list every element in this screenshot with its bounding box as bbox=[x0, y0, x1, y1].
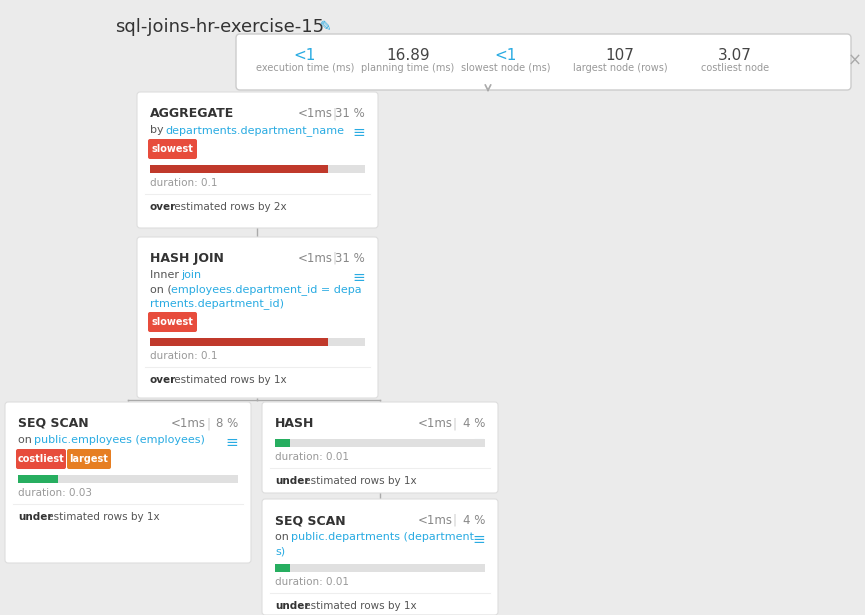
FancyBboxPatch shape bbox=[262, 402, 498, 493]
Text: <1: <1 bbox=[495, 48, 517, 63]
Bar bbox=[275, 439, 290, 447]
Text: s): s) bbox=[275, 546, 285, 556]
Bar bbox=[150, 165, 365, 173]
Text: duration: 0.1: duration: 0.1 bbox=[150, 178, 217, 188]
Text: ≡: ≡ bbox=[352, 270, 365, 285]
Text: employees.department_id = depa: employees.department_id = depa bbox=[170, 284, 362, 295]
Text: estimated rows by 1x: estimated rows by 1x bbox=[170, 375, 286, 385]
Bar bbox=[18, 475, 58, 483]
Bar bbox=[275, 439, 485, 447]
Text: |: | bbox=[333, 107, 337, 120]
Text: estimated rows by 1x: estimated rows by 1x bbox=[301, 476, 417, 486]
Text: costliest node: costliest node bbox=[701, 63, 769, 73]
Text: under: under bbox=[275, 476, 310, 486]
Text: sql-joins-hr-exercise-15: sql-joins-hr-exercise-15 bbox=[115, 18, 324, 36]
Text: by: by bbox=[150, 125, 167, 135]
Text: ×: × bbox=[848, 52, 862, 70]
FancyBboxPatch shape bbox=[148, 139, 197, 159]
Text: ✎: ✎ bbox=[320, 20, 331, 34]
Text: <1ms: <1ms bbox=[171, 417, 206, 430]
FancyBboxPatch shape bbox=[148, 312, 197, 332]
FancyBboxPatch shape bbox=[67, 449, 111, 469]
Text: |: | bbox=[453, 514, 457, 527]
FancyBboxPatch shape bbox=[262, 499, 498, 615]
Text: 31 %: 31 % bbox=[336, 252, 365, 265]
Text: AGGREGATE: AGGREGATE bbox=[150, 107, 234, 120]
Text: estimated rows by 1x: estimated rows by 1x bbox=[301, 601, 417, 611]
Text: <1ms: <1ms bbox=[418, 514, 453, 527]
Text: 8 %: 8 % bbox=[215, 417, 238, 430]
Text: estimated rows by 2x: estimated rows by 2x bbox=[170, 202, 286, 212]
Text: SEQ SCAN: SEQ SCAN bbox=[275, 514, 346, 527]
Text: <1ms: <1ms bbox=[298, 252, 333, 265]
Text: over: over bbox=[150, 375, 176, 385]
Text: public.departments (department: public.departments (department bbox=[291, 532, 474, 542]
Text: under: under bbox=[18, 512, 53, 522]
Text: costliest: costliest bbox=[17, 454, 64, 464]
Text: HASH: HASH bbox=[275, 417, 314, 430]
Text: duration: 0.01: duration: 0.01 bbox=[275, 577, 349, 587]
Text: departments.department_name: departments.department_name bbox=[165, 125, 344, 136]
Text: estimated rows by 1x: estimated rows by 1x bbox=[44, 512, 160, 522]
Text: ≡: ≡ bbox=[352, 125, 365, 140]
Text: ≡: ≡ bbox=[225, 435, 238, 450]
Text: execution time (ms): execution time (ms) bbox=[256, 63, 354, 73]
Text: 31 %: 31 % bbox=[336, 107, 365, 120]
Text: planning time (ms): planning time (ms) bbox=[362, 63, 455, 73]
Text: SEQ SCAN: SEQ SCAN bbox=[18, 417, 88, 430]
Text: duration: 0.1: duration: 0.1 bbox=[150, 351, 217, 361]
Bar bbox=[150, 338, 329, 346]
Text: |: | bbox=[333, 252, 337, 265]
Text: |: | bbox=[206, 417, 210, 430]
Text: HASH JOIN: HASH JOIN bbox=[150, 252, 224, 265]
Text: over: over bbox=[150, 202, 176, 212]
Text: 4 %: 4 % bbox=[463, 514, 485, 527]
FancyBboxPatch shape bbox=[137, 92, 378, 228]
FancyBboxPatch shape bbox=[236, 34, 851, 90]
FancyBboxPatch shape bbox=[137, 237, 378, 398]
Text: 107: 107 bbox=[606, 48, 634, 63]
Bar bbox=[275, 564, 290, 572]
Text: largest: largest bbox=[69, 454, 108, 464]
Text: public.employees (employees): public.employees (employees) bbox=[34, 435, 204, 445]
Text: 3.07: 3.07 bbox=[718, 48, 752, 63]
Bar bbox=[150, 338, 365, 346]
Text: slowest: slowest bbox=[151, 144, 194, 154]
Bar bbox=[275, 564, 485, 572]
Text: join: join bbox=[181, 270, 202, 280]
Text: Inner: Inner bbox=[150, 270, 183, 280]
Text: on: on bbox=[275, 532, 292, 542]
Bar bbox=[18, 475, 238, 483]
Text: ≡: ≡ bbox=[472, 435, 485, 450]
Text: slowest: slowest bbox=[151, 317, 194, 327]
Text: <1: <1 bbox=[294, 48, 317, 63]
Text: <1ms: <1ms bbox=[418, 417, 453, 430]
Text: on (: on ( bbox=[150, 284, 172, 294]
Bar bbox=[150, 165, 329, 173]
FancyBboxPatch shape bbox=[16, 449, 66, 469]
Text: duration: 0.01: duration: 0.01 bbox=[275, 452, 349, 462]
Text: <1ms: <1ms bbox=[298, 107, 333, 120]
Text: duration: 0.03: duration: 0.03 bbox=[18, 488, 92, 498]
Text: on: on bbox=[18, 435, 35, 445]
FancyBboxPatch shape bbox=[5, 402, 251, 563]
Text: 4 %: 4 % bbox=[463, 417, 485, 430]
Text: |: | bbox=[453, 417, 457, 430]
Text: largest node (rows): largest node (rows) bbox=[573, 63, 667, 73]
Text: under: under bbox=[275, 601, 310, 611]
Text: ≡: ≡ bbox=[472, 532, 485, 547]
Text: rtments.department_id): rtments.department_id) bbox=[150, 298, 284, 309]
Text: slowest node (ms): slowest node (ms) bbox=[461, 63, 551, 73]
Text: 16.89: 16.89 bbox=[386, 48, 430, 63]
